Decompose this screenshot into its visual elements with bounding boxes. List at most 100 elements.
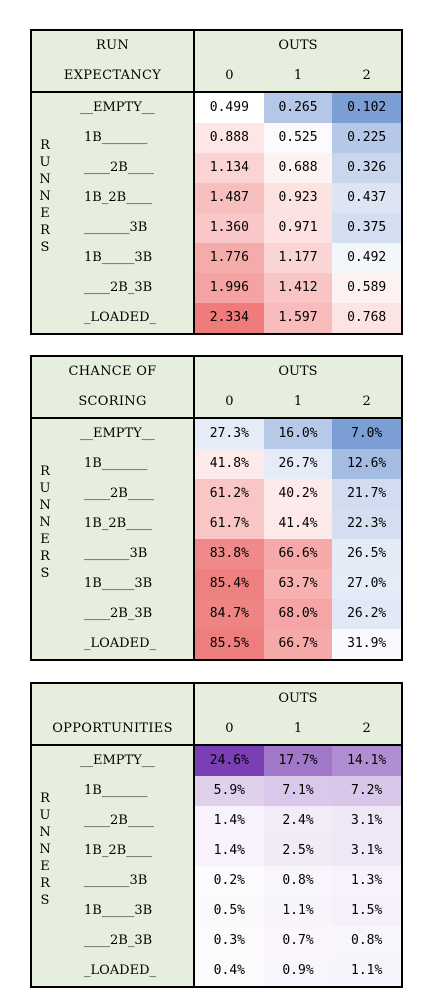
table-row: 61.7% 41.4% 22.3%	[195, 509, 402, 539]
runner-state-label: __EMPTY__	[80, 426, 155, 441]
table-row: 61.2% 40.2% 21.7%	[195, 479, 402, 509]
stats-table-0: RUN EXPECTANCY OUTS 0 1 2 R U N N E R S __EMPTY__ 1B__…	[30, 29, 403, 335]
table-row: 0.4% 0.9% 1.1%	[195, 956, 402, 986]
runners-letter: U	[39, 481, 51, 496]
runner-state-label: 1B_2B____	[84, 190, 153, 205]
runners-letter: N	[39, 172, 51, 187]
table-row: 1.4% 2.5% 3.1%	[195, 836, 402, 866]
runner-state-label: 1B_2B____	[84, 516, 153, 531]
runner-state-label: _______3B	[84, 546, 148, 561]
table-cell: 2.5%	[263, 836, 333, 866]
table-cell: 83.8%	[195, 539, 264, 569]
table-title-line: RUN	[95, 38, 130, 53]
table-title-line: SCORING	[78, 394, 147, 409]
outs-column-header: 2	[362, 68, 371, 83]
table-header: OPPORTUNITIES OUTS 0 1 2	[32, 684, 401, 746]
table-cell: 2.4%	[263, 806, 333, 836]
runner-state-label: ____2B_3B	[84, 606, 153, 621]
runners-column: R U N N E R S __EMPTY__ 1B_______ ____2B____ 1B_2B…	[32, 93, 195, 333]
table-header: CHANCE OF SCORING OUTS 0 1 2	[32, 357, 401, 419]
table-cell: 27.0%	[332, 569, 402, 599]
table-cell: 1.1%	[263, 896, 333, 926]
table-cell: 0.888	[195, 123, 264, 153]
runners-letter: R	[40, 549, 50, 564]
table-cell: 0.102	[332, 93, 402, 123]
table-title-line	[110, 684, 114, 714]
table-row: 85.4% 63.7% 27.0%	[195, 569, 402, 599]
outs-column-header: 1	[293, 721, 303, 736]
runner-state-label: 1B_____3B	[84, 250, 153, 265]
runners-letter: U	[39, 808, 51, 823]
runners-letter: E	[40, 206, 50, 221]
table-cell: 2.334	[195, 303, 264, 333]
table-row: 1.4% 2.4% 3.1%	[195, 806, 402, 836]
table-cell: 1.360	[195, 213, 264, 243]
table-cell: 16.0%	[263, 419, 333, 449]
table-cell: 26.7%	[263, 449, 333, 479]
table-cell: 0.4%	[195, 956, 264, 986]
runner-state-label: 1B_______	[84, 456, 148, 471]
outs-column-header: 2	[362, 721, 371, 736]
table-cell: 12.6%	[332, 449, 402, 479]
runners-letter: R	[40, 791, 50, 806]
table-cell: 3.1%	[332, 806, 402, 836]
runners-letter: N	[39, 498, 51, 513]
runners-letter: R	[40, 464, 50, 479]
table-cell: 1.177	[263, 243, 333, 273]
table-cell: 0.492	[332, 243, 402, 273]
runners-column: R U N N E R S __EMPTY__ 1B_______ ____2B____ 1B_2B…	[32, 746, 195, 986]
table-cell: 17.7%	[263, 746, 333, 776]
runner-state-label: 1B_______	[84, 783, 148, 798]
runners-letter: S	[40, 893, 50, 908]
outs-column-header: 0	[225, 68, 234, 83]
table-title: RUN EXPECTANCY	[32, 31, 195, 91]
table-cell: 85.5%	[195, 629, 264, 659]
table-cell: 84.7%	[195, 599, 264, 629]
table-cell: 0.768	[332, 303, 402, 333]
table-row: 85.5% 66.7% 31.9%	[195, 629, 402, 659]
table-cell: 0.9%	[263, 956, 333, 986]
table-row: 0.888 0.525 0.225	[195, 123, 402, 153]
runner-state-label: _LOADED_	[84, 310, 157, 325]
runners-letter: N	[39, 189, 51, 204]
table-cell: 26.5%	[332, 539, 402, 569]
runner-state-label: __EMPTY__	[80, 753, 155, 768]
runners-letter: N	[39, 825, 51, 840]
table-cell: 85.4%	[195, 569, 264, 599]
table-title: CHANCE OF SCORING	[32, 357, 195, 417]
table-row: 0.3% 0.7% 0.8%	[195, 926, 402, 956]
stats-table-2: OPPORTUNITIES OUTS 0 1 2 R U N N E R S __EMPTY__ 1B__…	[30, 682, 403, 988]
table-cell: 7.0%	[332, 419, 402, 449]
table-row: 1.134 0.688 0.326	[195, 153, 402, 183]
runner-state-label: _LOADED_	[84, 963, 157, 978]
table-cell: 1.4%	[195, 836, 264, 866]
table-cell: 1.597	[263, 303, 333, 333]
runners-letter: U	[39, 155, 51, 170]
table-cell: 14.1%	[332, 746, 402, 776]
table-row: 27.3% 16.0% 7.0%	[195, 419, 402, 449]
table-cell: 0.525	[263, 123, 333, 153]
table-title: OPPORTUNITIES	[32, 684, 195, 744]
table-row: 0.499 0.265 0.102	[195, 93, 402, 123]
runners-letter: S	[40, 566, 50, 581]
table-cell: 0.265	[263, 93, 333, 123]
table-title-line: OPPORTUNITIES	[52, 721, 173, 736]
table-row: 41.8% 26.7% 12.6%	[195, 449, 402, 479]
table-row: 1.360 0.971 0.375	[195, 213, 402, 243]
runner-state-label: ____2B____	[84, 813, 154, 828]
table-row: 1.996 1.412 0.589	[195, 273, 402, 303]
table-title-line: EXPECTANCY	[63, 68, 162, 83]
table-cell: 0.923	[263, 183, 333, 213]
runner-state-label: ____2B____	[84, 160, 154, 175]
runner-state-label: ____2B____	[84, 486, 154, 501]
table-cell: 1.776	[195, 243, 264, 273]
runner-state-label: _______3B	[84, 220, 148, 235]
table-cell: 0.589	[332, 273, 402, 303]
table-cell: 1.996	[195, 273, 264, 303]
table-row: 83.8% 66.6% 26.5%	[195, 539, 402, 569]
runner-state-label: 1B_2B____	[84, 843, 153, 858]
table-cell: 31.9%	[332, 629, 402, 659]
runners-letter: S	[40, 240, 50, 255]
